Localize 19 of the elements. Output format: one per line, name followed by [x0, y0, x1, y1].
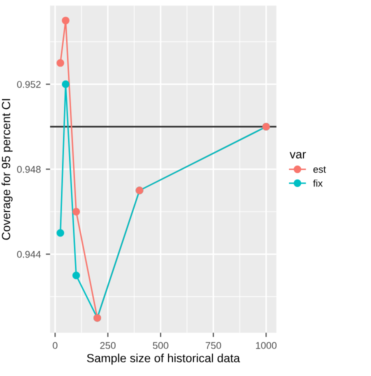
point — [56, 229, 64, 237]
point — [72, 272, 80, 280]
y-tick-label: 0.944 — [17, 250, 41, 258]
y-tick-label: 0.948 — [17, 166, 41, 173]
legend-label: est — [313, 166, 326, 173]
point — [62, 16, 70, 24]
x-tick-label: 500 — [152, 342, 168, 349]
point — [72, 208, 80, 216]
legend-label: fix — [313, 180, 323, 187]
x-tick-label: 250 — [100, 342, 116, 349]
y-axis-title: Coverage for 95 percent CI — [2, 99, 13, 240]
x-tick-label: 1000 — [256, 342, 277, 349]
y-tick-label: 0.952 — [17, 80, 41, 88]
point — [62, 80, 70, 88]
x-axis-title: Sample size of historical data — [87, 354, 240, 365]
x-tick-label: 750 — [206, 342, 222, 349]
x-tick-label: 0 — [52, 342, 58, 349]
point — [56, 59, 64, 67]
legend-title: var — [290, 152, 306, 158]
